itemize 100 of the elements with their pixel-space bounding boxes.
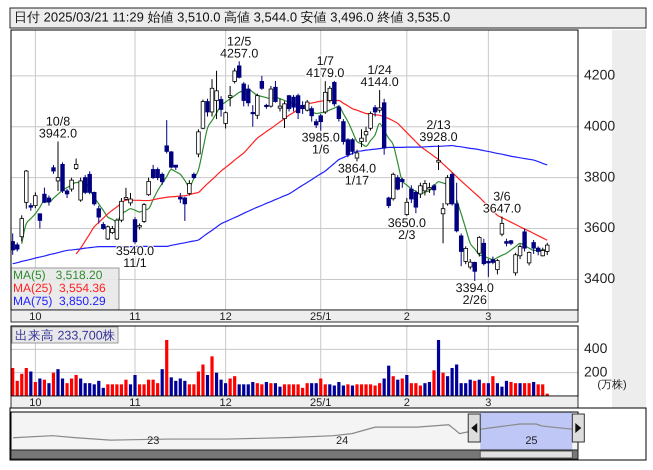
y-tick-label: 3800 [584,168,616,184]
bar [491,376,494,396]
candlestick [214,70,219,120]
bar [38,378,42,396]
annotation: 10/8 3942.0 [38,114,78,140]
x-tick-label: 12 [219,310,232,323]
candlestick [218,96,224,118]
candlestick [368,110,373,132]
text: MA(75) 3,850.29 [13,294,106,308]
annotation: 1/7 4179.0 [306,54,344,80]
annotation: 3394.0 2/26 [456,280,494,307]
candlestick [128,192,133,206]
bar [504,380,508,396]
candlestick [260,75,264,90]
candlestick [522,228,527,252]
x-tick-label: 2 [404,396,410,409]
bar [47,383,51,396]
x-tick-label: 25/1 [310,310,332,323]
bar [432,370,436,396]
candlestick [38,212,42,230]
bar [206,375,210,396]
bar [124,380,128,396]
bar [518,383,522,396]
annotation: 3985.0 1/6 [302,130,340,157]
candlestick [500,216,504,237]
candlestick [205,98,210,118]
bar [342,386,345,396]
candlestick [187,180,192,196]
bar [201,364,205,396]
candlestick [526,250,532,266]
candlestick [196,128,201,158]
candlestick [223,110,228,130]
candlestick [386,196,391,209]
bar [428,382,432,396]
x-tick-label: 3 [485,396,492,409]
y-tick-label: 3600 [584,219,616,236]
candlestick [237,60,242,79]
candlestick [124,187,128,202]
bar [441,372,445,396]
annotation: 3540.0 11/1 [116,244,154,270]
candlestick [282,100,287,128]
x-tick-label: 10 [29,310,42,323]
bar [210,356,214,396]
bar [482,383,486,396]
candlestick [472,261,477,282]
x-tick-label: 3 [485,310,492,323]
bar [160,369,164,396]
x-tick-label: 11 [129,310,141,323]
candlestick [477,236,482,258]
annotation: 3650.0 2/3 [388,216,426,242]
bar [423,383,427,396]
chart-title: 出来高 233,700株 [15,327,116,342]
candlestick [495,258,500,275]
candlestick [160,172,164,186]
bar [496,383,500,396]
candlestick [404,198,410,216]
x-tick-label: 25 [525,434,538,447]
candlestick [409,184,414,204]
bar [56,369,60,396]
bar [214,372,218,396]
y-axis-title: (万株) [597,378,627,391]
candlestick [42,187,47,204]
candlestick [106,224,110,240]
candlestick [354,149,360,162]
candlestick [359,128,364,148]
bar [436,340,440,396]
candlestick [74,158,78,170]
candlestick [332,80,337,107]
candlestick [268,86,274,108]
candlestick [377,90,382,114]
y-tick-label: 4000 [584,117,616,134]
bar [264,382,268,396]
x-tick-label: 25/1 [310,396,332,409]
candlestick [458,233,464,267]
text: MA(5) 3,518.20 [13,268,103,282]
bar [350,386,354,396]
bar [486,383,490,396]
candlestick [372,104,378,118]
candlestick [250,104,255,128]
bar [473,380,476,396]
x-tick-label: 11 [129,396,141,409]
bar [133,375,137,396]
bar [405,375,408,396]
bar [532,382,536,396]
annotation: 1/24 4144.0 [360,63,399,90]
text: MA(25) 3,554.36 [13,281,106,295]
candlestick [309,106,314,122]
candlestick [132,216,138,244]
x-tick-label: 24 [336,434,348,447]
candlestick [20,214,24,242]
bar [509,382,513,396]
candlestick [436,144,441,170]
candlestick [482,238,486,266]
candlestick [142,202,146,224]
annotation: 2/13 3928.0 [419,118,458,144]
candlestick [69,177,74,192]
bar [34,382,37,396]
candlestick [78,177,83,202]
candlestick [178,192,183,204]
candlestick [418,182,423,198]
